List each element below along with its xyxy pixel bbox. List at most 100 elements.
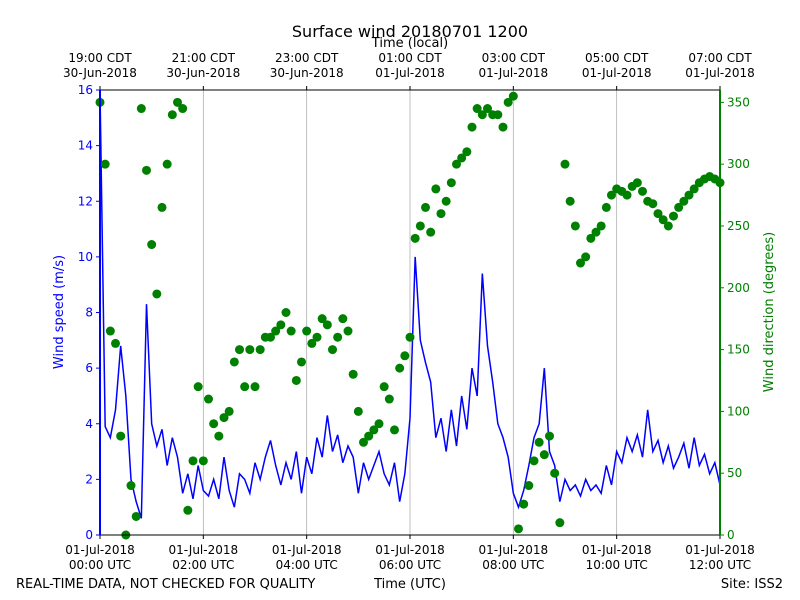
direction-point: [266, 332, 275, 342]
direction-point: [431, 184, 441, 194]
direction-point: [560, 159, 570, 169]
x-axis-label: Time (UTC): [373, 577, 446, 592]
y-tick-label: 8: [85, 306, 93, 320]
direction-point: [591, 227, 601, 237]
direction-point: [421, 202, 430, 212]
x2-tick-label: 01-Jul-2018: [479, 66, 549, 80]
direction-point: [224, 406, 234, 416]
direction-point: [648, 199, 658, 209]
direction-point: [452, 159, 461, 169]
direction-point: [596, 221, 606, 231]
x2-tick-label: 30-Jun-2018: [166, 66, 240, 80]
direction-point: [529, 456, 539, 466]
y2-tick-label: 300: [727, 157, 750, 171]
x2-tick-label: 01-Jul-2018: [685, 66, 755, 80]
direction-point: [638, 186, 647, 196]
direction-point: [167, 110, 177, 120]
y-tick-label: 6: [85, 361, 93, 375]
direction-point: [405, 332, 415, 342]
direction-point: [663, 221, 673, 231]
x-tick-label: 01-Jul-2018: [479, 543, 549, 557]
direction-point: [209, 419, 219, 429]
direction-point: [457, 153, 467, 163]
y-tick-label: 12: [78, 194, 93, 208]
x-tick-label: 02:00 UTC: [172, 558, 234, 572]
direction-point: [183, 505, 193, 515]
direction-point: [503, 97, 513, 107]
direction-point: [446, 178, 456, 188]
direction-point: [410, 233, 420, 243]
x2-tick-label: 07:00 CDT: [688, 51, 752, 65]
x-tick-label: 08:00 UTC: [482, 558, 544, 572]
direction-point: [126, 481, 136, 491]
y-axis-label: Wind speed (m/s): [52, 255, 67, 369]
y2-tick-label: 250: [727, 219, 750, 233]
direction-point: [689, 184, 699, 194]
direction-point: [519, 499, 529, 509]
direction-point: [281, 308, 291, 317]
direction-point: [374, 419, 384, 429]
direction-point: [193, 382, 203, 392]
x2-tick-label: 01:00 CDT: [378, 51, 442, 65]
top-axis-label: Time (local): [371, 36, 448, 51]
direction-point: [204, 394, 213, 404]
direction-point: [384, 394, 394, 404]
direction-point: [545, 431, 554, 441]
direction-point: [276, 320, 286, 330]
chart-title: Surface wind 20180701 1200: [292, 22, 528, 41]
y-tick-label: 14: [78, 139, 93, 153]
direction-point: [317, 314, 327, 324]
x-tick-label: 10:00 UTC: [586, 558, 648, 572]
y2-axis-label: Wind direction (degrees): [762, 232, 777, 392]
y2-tick-label: 350: [727, 95, 750, 109]
y2-tick-label: 150: [727, 343, 750, 357]
direction-point: [219, 413, 229, 423]
x-tick-label: 01-Jul-2018: [375, 543, 445, 557]
y2-tick-label: 200: [727, 281, 750, 295]
footer-right: Site: ISS2: [721, 577, 783, 592]
direction-point: [395, 363, 405, 373]
direction-point: [353, 406, 363, 416]
direction-point: [364, 431, 374, 441]
direction-point: [147, 240, 157, 250]
x-tick-label: 01-Jul-2018: [169, 543, 239, 557]
direction-point: [142, 165, 151, 175]
x-tick-label: 06:00 UTC: [379, 558, 441, 572]
x2-tick-label: 05:00 CDT: [585, 51, 649, 65]
footer-left: REAL-TIME DATA, NOT CHECKED FOR QUALITY: [16, 577, 315, 592]
direction-point: [498, 122, 508, 132]
direction-point: [607, 190, 616, 200]
direction-point: [467, 122, 477, 132]
x-tick-label: 01-Jul-2018: [65, 543, 135, 557]
direction-point: [348, 369, 358, 379]
x-tick-label: 01-Jul-2018: [272, 543, 342, 557]
direction-point: [379, 382, 389, 392]
direction-point: [441, 196, 451, 206]
y2-tick-label: 100: [727, 404, 750, 418]
direction-point: [684, 190, 694, 200]
direction-point: [508, 91, 518, 101]
direction-point: [477, 110, 487, 120]
direction-point: [307, 338, 317, 348]
direction-point: [286, 326, 296, 336]
direction-point: [390, 425, 399, 435]
direction-point: [550, 468, 560, 478]
direction-point: [493, 110, 503, 120]
direction-point: [312, 332, 322, 342]
direction-point: [472, 104, 482, 114]
direction-point: [555, 518, 565, 528]
direction-point: [188, 456, 198, 466]
direction-point: [136, 104, 146, 114]
direction-point: [622, 190, 632, 200]
direction-point: [214, 431, 224, 441]
direction-point: [100, 159, 110, 169]
direction-point: [426, 227, 436, 237]
direction-point: [462, 147, 472, 157]
direction-point: [297, 357, 306, 367]
direction-point: [116, 431, 126, 441]
direction-point: [235, 345, 244, 355]
direction-point: [328, 345, 337, 355]
direction-point: [483, 104, 492, 114]
x-tick-label: 04:00 UTC: [276, 558, 338, 572]
direction-point: [415, 221, 425, 231]
